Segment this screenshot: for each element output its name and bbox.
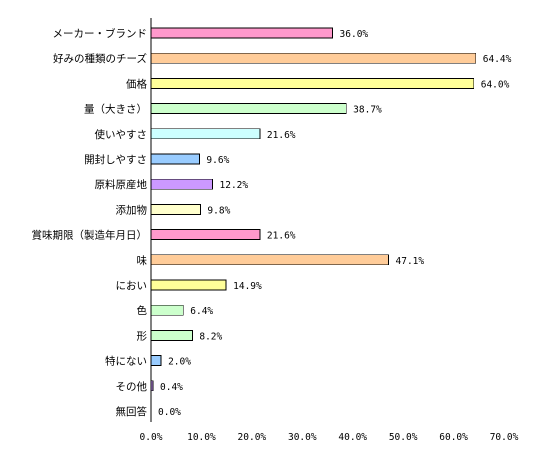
bar	[150, 229, 261, 241]
category-label: におい	[116, 280, 148, 292]
x-tick-label: 20.0%	[238, 432, 267, 443]
bar	[150, 254, 389, 266]
bar	[150, 103, 347, 114]
category-label: 量（大きさ）	[84, 103, 147, 116]
value-label: 8.2%	[199, 331, 222, 342]
value-label: 21.6%	[267, 130, 296, 141]
value-label: 47.1%	[396, 256, 425, 267]
category-label: 形	[137, 330, 148, 342]
bar	[150, 78, 475, 89]
category-label: 味	[137, 255, 148, 267]
category-label: 色	[137, 304, 148, 317]
bar	[150, 52, 477, 64]
category-label: 無回答	[116, 405, 148, 418]
value-label: 9.6%	[206, 155, 229, 166]
value-labels: 36.0% 64.4% 64.0% 38.7% 21.6% 9.6% 12.2% 9.8% 21…	[158, 29, 512, 418]
bars-group	[150, 27, 477, 392]
bar	[150, 178, 213, 190]
bar	[150, 329, 193, 341]
value-label: 21.6%	[267, 231, 296, 242]
bar	[150, 203, 201, 215]
value-label: 12.2%	[220, 180, 249, 191]
value-label: 14.9%	[233, 281, 262, 292]
x-tick-label: 50.0%	[389, 432, 418, 443]
value-label: 9.8%	[207, 205, 230, 216]
category-label: メーカー・ブランド	[53, 27, 148, 40]
value-label: 64.4%	[483, 54, 512, 65]
category-label: 賞味期限（製造年月日）	[32, 229, 148, 242]
category-label: 特にない	[105, 356, 147, 368]
value-label: 38.7%	[353, 105, 382, 116]
bar	[150, 27, 333, 39]
category-label: 使いやすさ	[95, 128, 148, 141]
value-label: 2.0%	[168, 357, 191, 368]
bar	[150, 304, 184, 316]
category-label: 好みの種類のチーズ	[53, 52, 147, 65]
category-label: その他	[116, 380, 148, 393]
x-tick-label: 10.0%	[187, 432, 216, 443]
bar	[150, 153, 200, 165]
value-label: 6.4%	[190, 306, 213, 317]
value-label: 36.0%	[340, 29, 369, 40]
category-label: 原料原産地	[95, 178, 148, 191]
x-tick-label: 40.0%	[338, 432, 367, 443]
value-label: 64.0%	[481, 79, 510, 90]
value-label: 0.4%	[160, 382, 183, 393]
category-label: 開封しやすさ	[84, 153, 147, 166]
bar	[150, 355, 162, 367]
x-tick-label: 0.0%	[140, 432, 163, 443]
bar	[150, 279, 227, 291]
x-tick-label: 60.0%	[439, 432, 468, 443]
x-axis-ticks: 0.0% 10.0% 20.0% 30.0% 40.0% 50.0% 60.0% 70.0%	[140, 432, 519, 443]
bar	[150, 128, 261, 140]
x-tick-label: 70.0%	[490, 432, 519, 443]
category-label: 添加物	[116, 203, 148, 216]
x-tick-label: 30.0%	[288, 432, 317, 443]
category-label: 価格	[126, 77, 147, 90]
value-label: 0.0%	[158, 407, 181, 418]
